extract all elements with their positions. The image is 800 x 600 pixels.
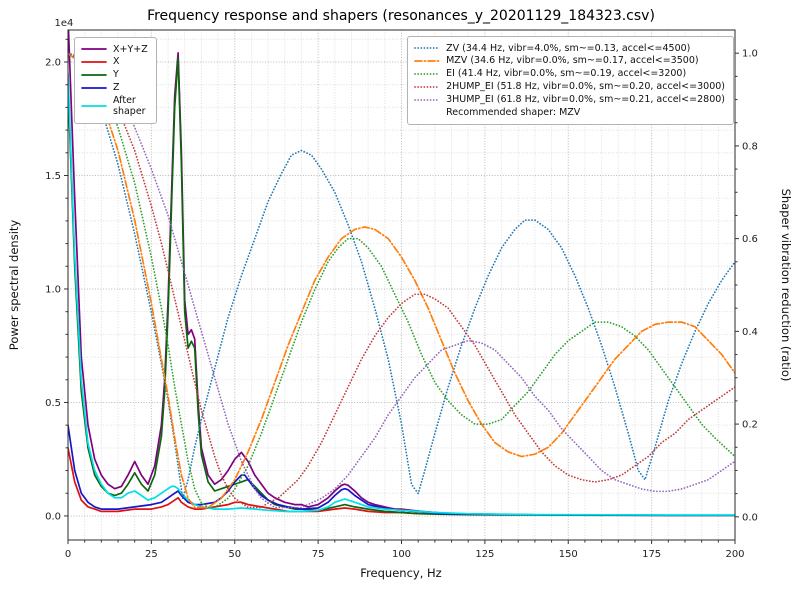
curves-layer [68,30,735,517]
legend-item-y: Y [81,69,148,80]
legend-label: Recommended shaper: MZV [446,106,581,118]
x-tick-label: 100 [392,549,411,560]
y-right-tick-label: 0.2 [742,420,758,431]
legend-label: X [113,56,120,68]
legend-line-sample [81,105,107,108]
y-right-tick-label: 0.0 [742,512,758,523]
y-left-tick-label: 0.5 [45,398,61,409]
y-right-tick-label: 0.8 [742,141,758,152]
legend-line-sample [414,60,440,62]
legend-label: Z [113,82,120,94]
x-tick-label: 125 [475,549,494,560]
y-left-tick-label: 0.0 [45,511,61,522]
legend-item-after-shaper: After shaper [81,95,148,118]
legend-psd: X+Y+Z X Y Z After shaper [74,37,157,125]
y-right-tick-label: 0.4 [742,327,758,338]
legend-item-zv: ZV (34.4 Hz, vibr=4.0%, sm~=0.13, accel<… [414,43,725,54]
curve-mzv [68,52,735,509]
legend-line-sample [414,86,440,88]
legend-label: Y [113,69,119,81]
y-right-tick-label: 1.0 [742,49,758,60]
curve-ei [68,52,735,509]
curve-2hump-ei [68,52,735,509]
legend-label: 3HUMP_EI (61.8 Hz, vibr=0.0%, sm~=0.21, … [446,94,725,106]
legend-item-2hump-ei: 2HUMP_EI (51.8 Hz, vibr=0.0%, sm~=0.20, … [414,81,725,92]
curve-y [68,56,735,517]
legend-item-ei: EI (41.4 Hz, vibr=0.0%, sm~=0.19, accel<… [414,68,725,79]
y-left-tick-label: 2.0 [45,58,61,69]
curve-after-shaper [68,72,735,516]
legend-item-x-y-z: X+Y+Z [81,44,148,55]
legend-line-sample [414,73,440,75]
legend-line-sample [81,87,107,89]
y-right-tick-label: 0.6 [742,234,758,245]
legend-line-sample [414,47,440,50]
ticks-layer: 0 25 50 75 100 125 150 175 200 0.0 0.5 1.0 1.5 2.0 0.0… [45,38,758,560]
legend-item-mzv: MZV (34.6 Hz, vibr=0.0%, sm~=0.17, accel… [414,55,725,66]
x-tick-label: 50 [228,549,241,560]
legend-shapers: ZV (34.4 Hz, vibr=4.0%, sm~=0.13, accel<… [407,36,734,125]
y-left-tick-label: 1.5 [45,171,61,182]
legend-item-3hump-ei: 3HUMP_EI (61.8 Hz, vibr=0.0%, sm~=0.21, … [414,94,725,105]
legend-label: X+Y+Z [113,43,148,55]
x-tick-label: 75 [312,549,325,560]
legend-item-recommended-shaper: Recommended shaper: MZV [414,107,725,118]
x-tick-label: 0 [65,549,71,560]
y-axis-offset-label: 1e4 [55,18,74,29]
curve-zv [68,52,735,500]
y-axis-label-left: Power spectral density [7,220,21,351]
y-axis-label-right: Shaper vibration reduction (ratio) [779,189,793,382]
legend-spacer [414,108,440,118]
legend-label: MZV (34.6 Hz, vibr=0.0%, sm~=0.17, accel… [446,55,699,67]
x-tick-label: 175 [642,549,661,560]
x-tick-label: 200 [725,549,744,560]
legend-line-sample [81,61,107,63]
y-left-tick-label: 1.0 [45,284,61,295]
legend-label: 2HUMP_EI (51.8 Hz, vibr=0.0%, sm~=0.20, … [446,81,725,93]
legend-label: EI (41.4 Hz, vibr=0.0%, sm~=0.19, accel<… [446,68,687,80]
legend-line-sample [414,98,440,101]
chart-title: Frequency response and shapers (resonanc… [147,8,655,24]
legend-line-sample [81,48,107,51]
x-axis-label: Frequency, Hz [360,566,441,580]
x-tick-label: 150 [559,549,578,560]
x-tick-label: 25 [145,549,158,560]
legend-item-x: X [81,56,148,67]
legend-item-z: Z [81,82,148,93]
legend-label: ZV (34.4 Hz, vibr=4.0%, sm~=0.13, accel<… [446,42,691,54]
legend-label: After shaper [113,95,146,118]
legend-line-sample [81,74,107,76]
